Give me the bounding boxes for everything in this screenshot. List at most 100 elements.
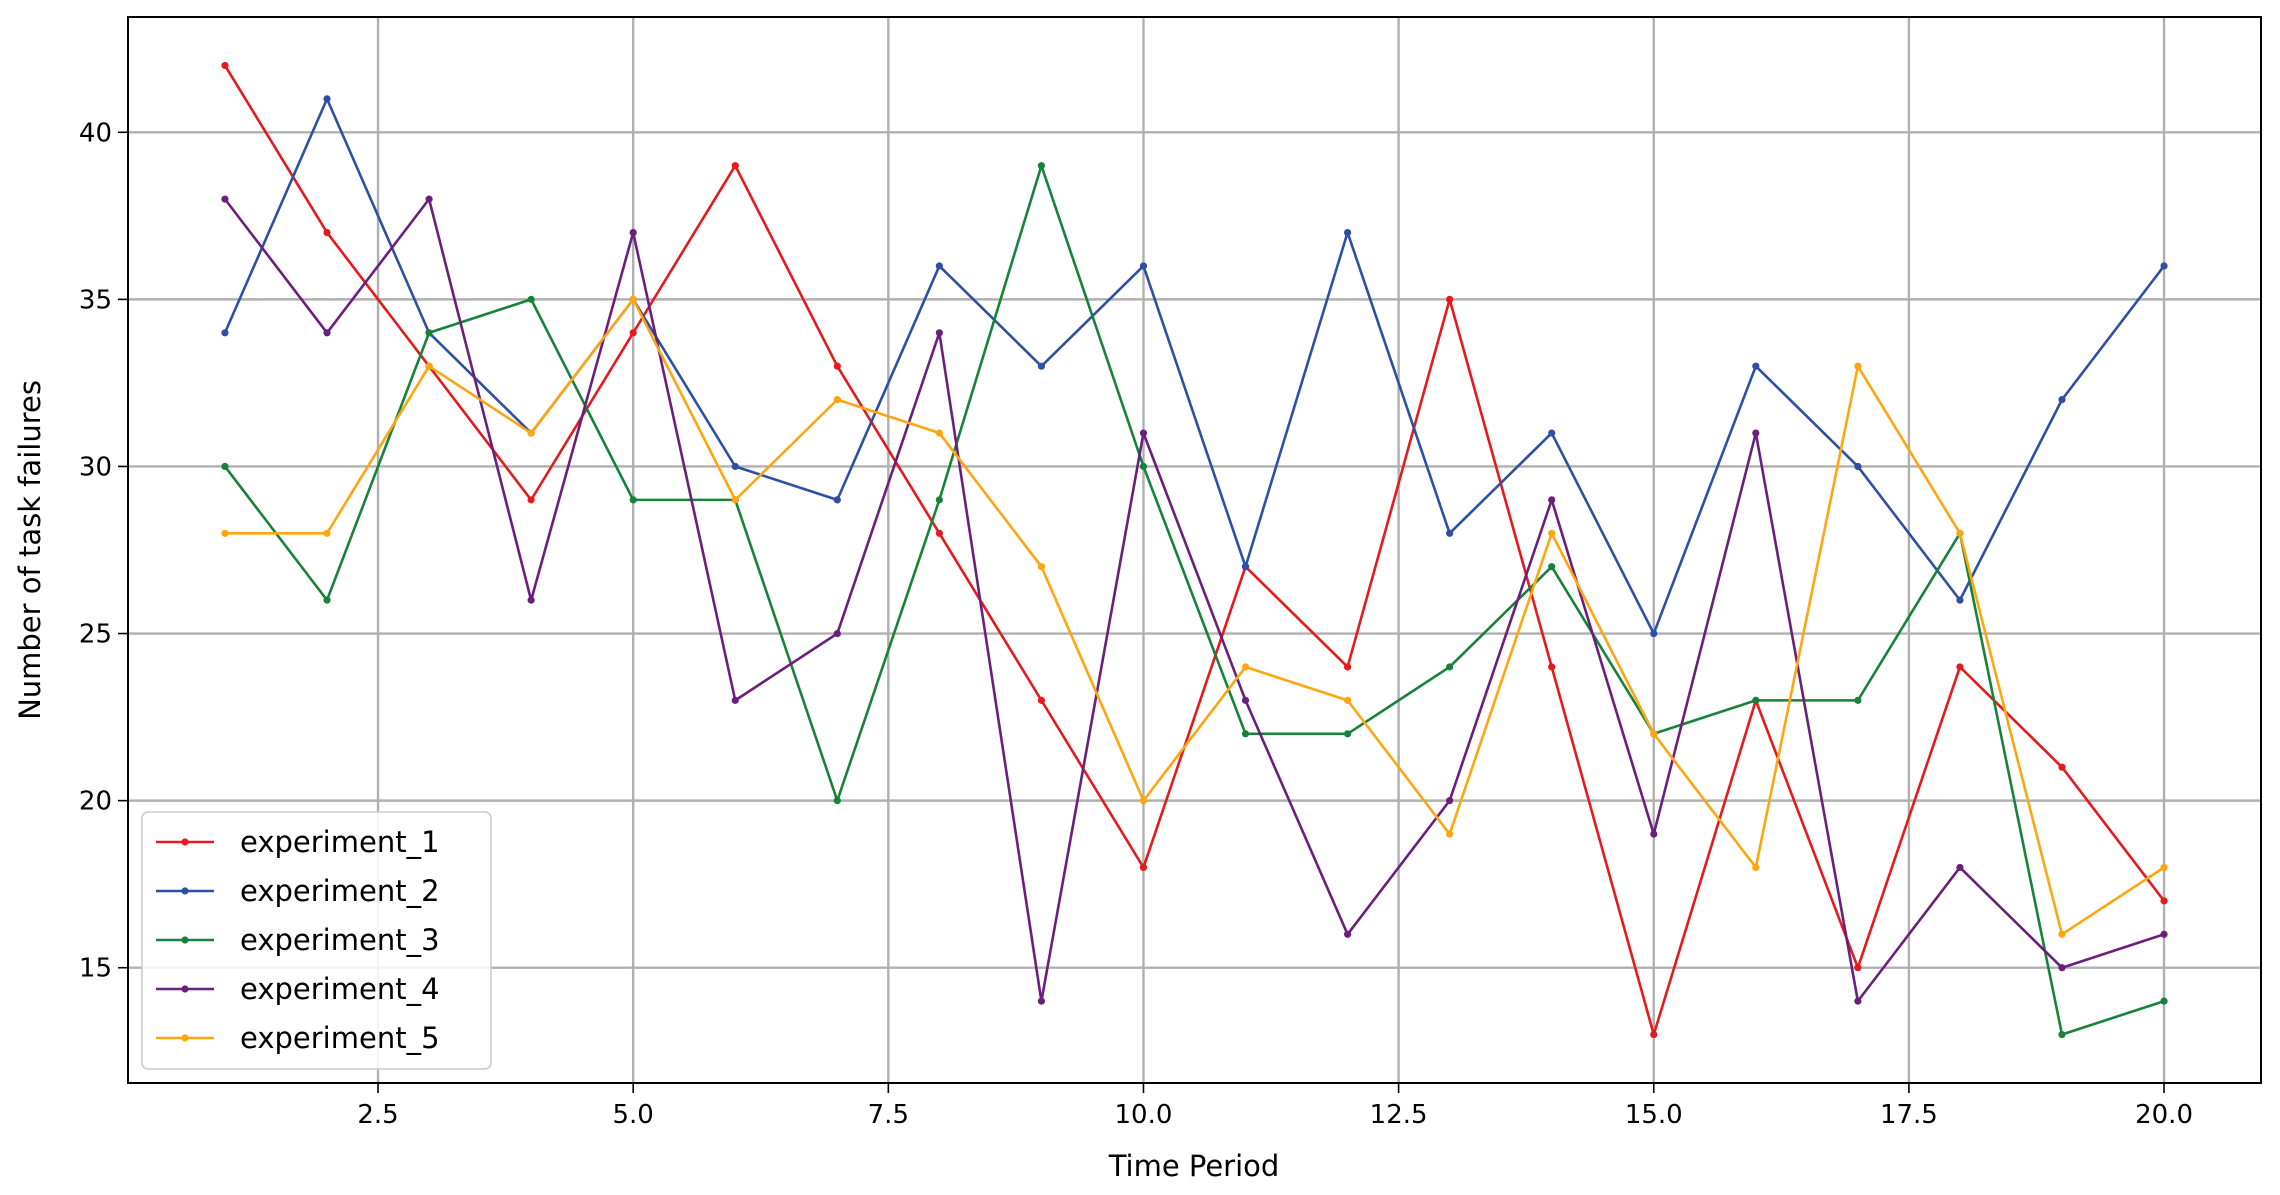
data-point <box>1037 997 1046 1005</box>
y-tick-label: 30 <box>79 452 112 482</box>
data-point <box>833 362 841 370</box>
data-point <box>2160 930 2168 938</box>
data-point <box>323 596 331 604</box>
y-tick-label: 40 <box>79 118 112 148</box>
data-point <box>1241 730 1250 738</box>
data-point <box>1139 863 1148 872</box>
data-point <box>2160 997 2168 1005</box>
y-tick-label: 25 <box>79 620 112 650</box>
y-tick-label: 20 <box>79 787 112 817</box>
data-point <box>1854 462 1862 471</box>
data-point <box>731 462 739 471</box>
plot-frame <box>127 16 2262 1084</box>
series-line <box>223 64 2166 1036</box>
data-point <box>1037 696 1046 704</box>
x-tick-label: 2.5 <box>357 1100 398 1130</box>
data-point <box>323 95 331 103</box>
data-point <box>425 195 433 203</box>
data-point <box>935 496 943 504</box>
data-point <box>1548 529 1556 537</box>
series-line <box>223 197 2165 1003</box>
y-tick-label: 35 <box>79 285 112 315</box>
data-point <box>221 329 229 337</box>
data-point <box>731 496 739 504</box>
x-tick-label: 15.0 <box>1625 1100 1683 1130</box>
data-point <box>935 329 943 337</box>
data-point <box>2160 863 2168 872</box>
x-tick-label: 20.0 <box>2135 1100 2193 1130</box>
data-point <box>1752 362 1760 370</box>
data-point <box>2058 1030 2066 1039</box>
legend: experiment_1 experiment_2 experiment_3expe… <box>141 811 492 1070</box>
data-point <box>1650 830 1658 838</box>
data-point <box>1343 730 1352 738</box>
data-point <box>527 496 535 504</box>
data-point <box>1241 696 1250 704</box>
data-point <box>1752 696 1760 704</box>
legend-label: experiment_4 <box>240 972 440 1006</box>
data-point <box>1139 429 1148 437</box>
data-point <box>1956 529 1964 537</box>
data-point <box>1650 629 1658 638</box>
data-point <box>1446 295 1454 303</box>
data-point <box>1650 730 1658 738</box>
data-point <box>221 195 229 203</box>
data-point <box>323 228 331 237</box>
legend-marker <box>181 936 189 944</box>
data-point <box>629 295 637 303</box>
data-point <box>1548 563 1556 571</box>
series-line <box>223 164 2165 1036</box>
data-point <box>1548 496 1556 504</box>
legend-label: experiment_5 <box>240 1021 440 1055</box>
data-point <box>1446 830 1454 838</box>
data-point <box>527 596 535 604</box>
data-point <box>1854 997 1862 1005</box>
legend-marker <box>181 1034 189 1042</box>
data-point <box>833 496 841 504</box>
data-point <box>1241 563 1250 571</box>
data-point <box>425 362 433 370</box>
legend-label: experiment_3 <box>240 923 440 957</box>
series-line <box>224 298 2165 936</box>
data-point <box>2058 763 2066 771</box>
x-tick-label: 17.5 <box>1880 1100 1938 1130</box>
legend-label: experiment_1 <box>240 825 440 859</box>
data-point <box>629 329 637 337</box>
data-point <box>323 529 331 537</box>
data-point <box>833 797 841 805</box>
data-point <box>2160 262 2168 270</box>
data-point <box>731 162 739 170</box>
data-point <box>833 396 841 404</box>
data-point <box>1956 596 1964 604</box>
data-point <box>1752 429 1760 437</box>
data-point <box>1343 930 1352 938</box>
data-point <box>1446 529 1454 537</box>
data-point <box>2160 897 2168 905</box>
data-point <box>629 496 637 504</box>
data-point <box>1956 863 1964 872</box>
y-tick-label: 15 <box>79 954 112 984</box>
legend-marker <box>181 985 189 993</box>
legend-marker <box>181 887 189 895</box>
x-tick-label: 10.0 <box>1115 1100 1173 1130</box>
data-point <box>1548 429 1556 437</box>
data-point <box>425 329 433 337</box>
data-point <box>323 329 331 337</box>
data-point <box>1139 262 1148 270</box>
legend-marker <box>181 838 189 846</box>
data-point <box>221 462 229 471</box>
data-point <box>1037 162 1046 170</box>
x-tick-label: 7.5 <box>868 1100 909 1130</box>
data-point <box>935 429 943 437</box>
data-point <box>1854 362 1862 370</box>
data-point <box>1446 797 1454 805</box>
data-point <box>1854 964 1862 972</box>
x-tick-label: 12.5 <box>1370 1100 1428 1130</box>
data-point <box>1037 362 1046 370</box>
data-point <box>1343 228 1352 237</box>
data-point <box>1956 663 1964 671</box>
data-point <box>1446 663 1454 671</box>
data-point <box>527 295 535 303</box>
data-point <box>935 262 943 270</box>
